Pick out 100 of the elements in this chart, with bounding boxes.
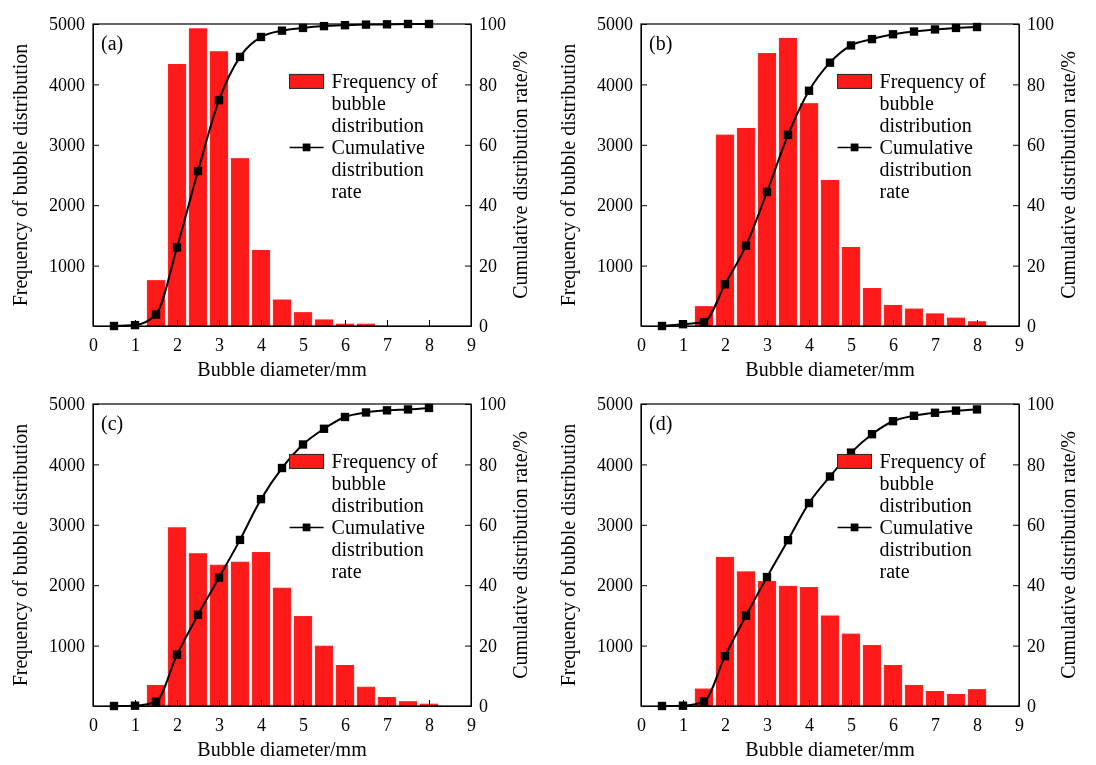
x-tick-label: 0 bbox=[89, 714, 98, 735]
x-tick-label: 8 bbox=[973, 714, 982, 735]
x-tick-label: 9 bbox=[467, 714, 476, 735]
y-tick-label: 3000 bbox=[597, 515, 633, 536]
y2-tick-label: 80 bbox=[479, 454, 497, 475]
x-tick-label: 3 bbox=[763, 714, 772, 735]
y2-tick-label: 60 bbox=[479, 135, 497, 156]
y2-tick-label: 20 bbox=[479, 635, 497, 656]
x-tick-label: 0 bbox=[637, 334, 646, 355]
y2-tick-label: 100 bbox=[1027, 394, 1054, 415]
x-tick-label: 6 bbox=[889, 334, 898, 355]
y-tick-label: 3000 bbox=[49, 515, 85, 536]
y-axis-title: Frequency of bubble distribution bbox=[557, 423, 580, 687]
chart-title: (d) bbox=[649, 412, 673, 435]
y-tick-label: 2000 bbox=[597, 575, 633, 596]
x-tick-label: 4 bbox=[257, 714, 266, 735]
y2-tick-label: 100 bbox=[479, 14, 506, 35]
x-axis-title: Bubble diameter/mm bbox=[745, 358, 916, 380]
y2-tick-label: 60 bbox=[1027, 135, 1045, 156]
x-tick-label: 9 bbox=[467, 334, 476, 355]
x-axis-title: Bubble diameter/mm bbox=[197, 738, 368, 760]
x-tick-label: 9 bbox=[1015, 334, 1024, 355]
x-tick-label: 7 bbox=[931, 714, 940, 735]
y-tick-label: 1000 bbox=[49, 635, 85, 656]
x-tick-label: 5 bbox=[299, 714, 308, 735]
y2-tick-label: 100 bbox=[479, 394, 506, 415]
x-tick-label: 1 bbox=[131, 334, 140, 355]
y-tick-label: 3000 bbox=[597, 135, 633, 156]
x-axis-title: Bubble diameter/mm bbox=[745, 738, 916, 760]
y-axis-title: Frequency of bubble distribution bbox=[557, 43, 580, 307]
y2-tick-label: 0 bbox=[479, 316, 488, 337]
x-tick-label: 0 bbox=[637, 714, 646, 735]
y2-tick-label: 80 bbox=[1027, 74, 1045, 95]
legend-label: Frequency of bubble distribution bbox=[879, 450, 986, 517]
y-tick-label: 4000 bbox=[597, 74, 633, 95]
y-tick-label: 5000 bbox=[49, 14, 85, 35]
y-axis-title: Frequency of bubble distribution bbox=[9, 423, 32, 687]
y-tick-label: 5000 bbox=[597, 14, 633, 35]
x-tick-label: 7 bbox=[383, 714, 392, 735]
y-tick-label: 5000 bbox=[49, 394, 85, 415]
legend-label: Frequency of bubble distribution bbox=[331, 450, 438, 517]
x-tick-label: 1 bbox=[679, 714, 688, 735]
y2-axis-title: Cumulative distribution rate/% bbox=[509, 431, 531, 679]
y-tick-label: 3000 bbox=[49, 135, 85, 156]
x-tick-label: 5 bbox=[299, 334, 308, 355]
y-tick-label: 5000 bbox=[597, 394, 633, 415]
x-tick-label: 4 bbox=[805, 334, 814, 355]
x-tick-label: 1 bbox=[131, 714, 140, 735]
y2-tick-label: 40 bbox=[1027, 575, 1045, 596]
x-tick-label: 8 bbox=[425, 714, 434, 735]
x-tick-label: 9 bbox=[1015, 714, 1024, 735]
y2-axis-title: Cumulative distribution rate/% bbox=[509, 51, 531, 299]
x-tick-label: 7 bbox=[383, 334, 392, 355]
y2-tick-label: 0 bbox=[479, 696, 488, 717]
y2-tick-label: 80 bbox=[479, 74, 497, 95]
y2-axis-title: Cumulative distribution rate/% bbox=[1057, 51, 1079, 299]
chart-title: (b) bbox=[649, 32, 673, 55]
x-tick-label: 5 bbox=[847, 714, 856, 735]
y2-tick-label: 60 bbox=[479, 515, 497, 536]
x-tick-label: 1 bbox=[679, 334, 688, 355]
x-tick-label: 2 bbox=[721, 334, 730, 355]
chart-title: (a) bbox=[101, 32, 124, 55]
y2-tick-label: 40 bbox=[479, 575, 497, 596]
y2-tick-label: 100 bbox=[1027, 14, 1054, 35]
legend-label: Cumulative distribution rate bbox=[331, 136, 425, 203]
y-tick-label: 4000 bbox=[49, 454, 85, 475]
x-tick-label: 8 bbox=[973, 334, 982, 355]
y-tick-label: 1000 bbox=[49, 255, 85, 276]
y-tick-label: 4000 bbox=[49, 74, 85, 95]
x-tick-label: 2 bbox=[721, 714, 730, 735]
legend-label: Cumulative distribution rate bbox=[879, 516, 973, 583]
y-tick-label: 2000 bbox=[49, 195, 85, 216]
y-tick-label: 4000 bbox=[597, 454, 633, 475]
y2-tick-label: 20 bbox=[1027, 255, 1045, 276]
y-tick-label: 2000 bbox=[597, 195, 633, 216]
y-tick-label: 2000 bbox=[49, 575, 85, 596]
y-tick-label: 1000 bbox=[597, 255, 633, 276]
x-tick-label: 3 bbox=[215, 334, 224, 355]
x-tick-label: 6 bbox=[889, 714, 898, 735]
y2-tick-label: 0 bbox=[1027, 316, 1036, 337]
x-tick-label: 8 bbox=[425, 334, 434, 355]
y2-tick-label: 0 bbox=[1027, 696, 1036, 717]
x-tick-label: 0 bbox=[89, 334, 98, 355]
x-tick-label: 5 bbox=[847, 334, 856, 355]
y2-tick-label: 80 bbox=[1027, 454, 1045, 475]
x-tick-label: 7 bbox=[931, 334, 940, 355]
legend-label: Frequency of bubble distribution bbox=[879, 70, 986, 137]
y2-tick-label: 20 bbox=[1027, 635, 1045, 656]
x-tick-label: 3 bbox=[763, 334, 772, 355]
y2-tick-label: 40 bbox=[1027, 195, 1045, 216]
y2-tick-label: 40 bbox=[479, 195, 497, 216]
y2-tick-label: 60 bbox=[1027, 515, 1045, 536]
y-axis-title: Frequency of bubble distribution bbox=[9, 43, 32, 307]
legend-label: Frequency of bubble distribution bbox=[331, 70, 438, 137]
y-tick-label: 1000 bbox=[597, 635, 633, 656]
chart-title: (c) bbox=[101, 412, 124, 435]
x-tick-label: 6 bbox=[341, 334, 350, 355]
legend-label: Cumulative distribution rate bbox=[879, 136, 973, 203]
y2-tick-label: 20 bbox=[479, 255, 497, 276]
legend-label: Cumulative distribution rate bbox=[331, 516, 425, 583]
